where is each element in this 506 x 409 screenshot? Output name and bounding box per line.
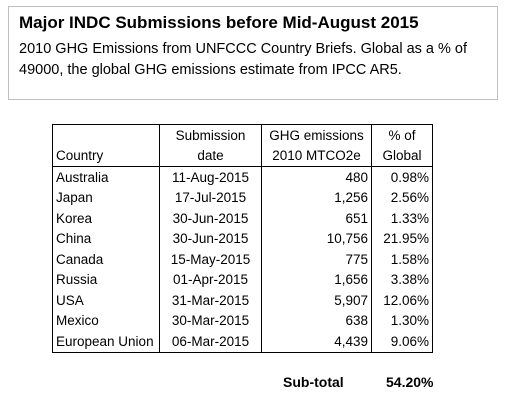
- table-cell: 0.98%: [371, 166, 433, 188]
- column-header: % of Global: [371, 124, 433, 167]
- table-cell: 30-Mar-2015: [159, 310, 262, 331]
- table-cell: Japan: [52, 187, 160, 208]
- table-cell: 10,756: [261, 228, 372, 249]
- header-line: Global: [382, 148, 422, 163]
- table-header: Country Submission date GHG emissions 2010 M…: [52, 124, 433, 167]
- header-line: Country: [56, 148, 104, 163]
- subtotal-label: Sub-total: [283, 374, 344, 390]
- table-row: Russia 01-Apr-2015 1,656 3.38%: [52, 269, 433, 290]
- table-cell: 01-Apr-2015: [159, 269, 262, 290]
- table-cell: 30-Jun-2015: [159, 208, 262, 229]
- header-line: 2010 MTCO2e: [272, 148, 361, 163]
- table-cell: 651: [261, 208, 372, 229]
- header-row: Country Submission date GHG emissions 2010 M…: [52, 124, 433, 167]
- table-cell: USA: [52, 290, 160, 311]
- column-header: Submission date: [159, 124, 262, 167]
- header-box: Major INDC Submissions before Mid-August…: [8, 6, 498, 100]
- table-cell: 638: [261, 310, 372, 331]
- table-cell: 11-Aug-2015: [159, 166, 262, 188]
- column-header: Country: [52, 124, 160, 167]
- table-row: Japan 17-Jul-2015 1,256 2.56%: [52, 187, 433, 208]
- table-row: Korea 30-Jun-2015 651 1.33%: [52, 208, 433, 229]
- table-cell: 2.56%: [371, 187, 433, 208]
- table-cell: 775: [261, 249, 372, 270]
- header-line: date: [197, 148, 224, 163]
- title: Major INDC Submissions before Mid-August…: [19, 13, 419, 32]
- table-cell: Australia: [52, 166, 160, 188]
- table-cell: China: [52, 228, 160, 249]
- table-cell: 12.06%: [371, 290, 433, 311]
- header-line: Submission: [175, 128, 246, 143]
- table-row: Mexico 30-Mar-2015 638 1.30%: [52, 310, 433, 331]
- table-row: Canada 15-May-2015 775 1.58%: [52, 249, 433, 270]
- table-row: European Union 06-Mar-2015 4,439 9.06%: [52, 331, 433, 352]
- table-cell: 5,907: [261, 290, 372, 311]
- table-cell: 1.30%: [371, 310, 433, 331]
- subtitle: 2010 GHG Emissions from UNFCCC Country B…: [19, 41, 468, 78]
- table-cell: 1,656: [261, 269, 372, 290]
- table-row: USA 31-Mar-2015 5,907 12.06%: [52, 290, 433, 311]
- table-cell: 1.58%: [371, 249, 433, 270]
- emissions-table: Country Submission date GHG emissions 2010 M…: [52, 124, 433, 353]
- header-line: GHG emissions: [269, 128, 364, 143]
- table-row: China 30-Jun-2015 10,756 21.95%: [52, 228, 433, 249]
- table-cell: 15-May-2015: [159, 249, 262, 270]
- table-cell: 480: [261, 166, 372, 188]
- table-cell: 3.38%: [371, 269, 433, 290]
- column-header: GHG emissions 2010 MTCO2e: [261, 124, 372, 167]
- table-cell: Korea: [52, 208, 160, 229]
- table-cell: 1.33%: [371, 208, 433, 229]
- table-cell: 9.06%: [371, 331, 433, 352]
- header-line: % of: [388, 128, 416, 143]
- table-cell: Canada: [52, 249, 160, 270]
- table-cell: 1,256: [261, 187, 372, 208]
- table-body: Australia 11-Aug-2015 480 0.98% Japan 17-Jul-…: [52, 166, 433, 352]
- table-cell: Russia: [52, 269, 160, 290]
- table-cell: 17-Jul-2015: [159, 187, 262, 208]
- subtotal-value: 54.20%: [386, 374, 434, 390]
- table-cell: Mexico: [52, 310, 160, 331]
- table-cell: European Union: [52, 331, 160, 352]
- table-row: Australia 11-Aug-2015 480 0.98%: [52, 166, 433, 188]
- table-cell: 31-Mar-2015: [159, 290, 262, 311]
- table-cell: 30-Jun-2015: [159, 228, 262, 249]
- table-cell: 06-Mar-2015: [159, 331, 262, 352]
- table-cell: 21.95%: [371, 228, 433, 249]
- table-cell: 4,439: [261, 331, 372, 352]
